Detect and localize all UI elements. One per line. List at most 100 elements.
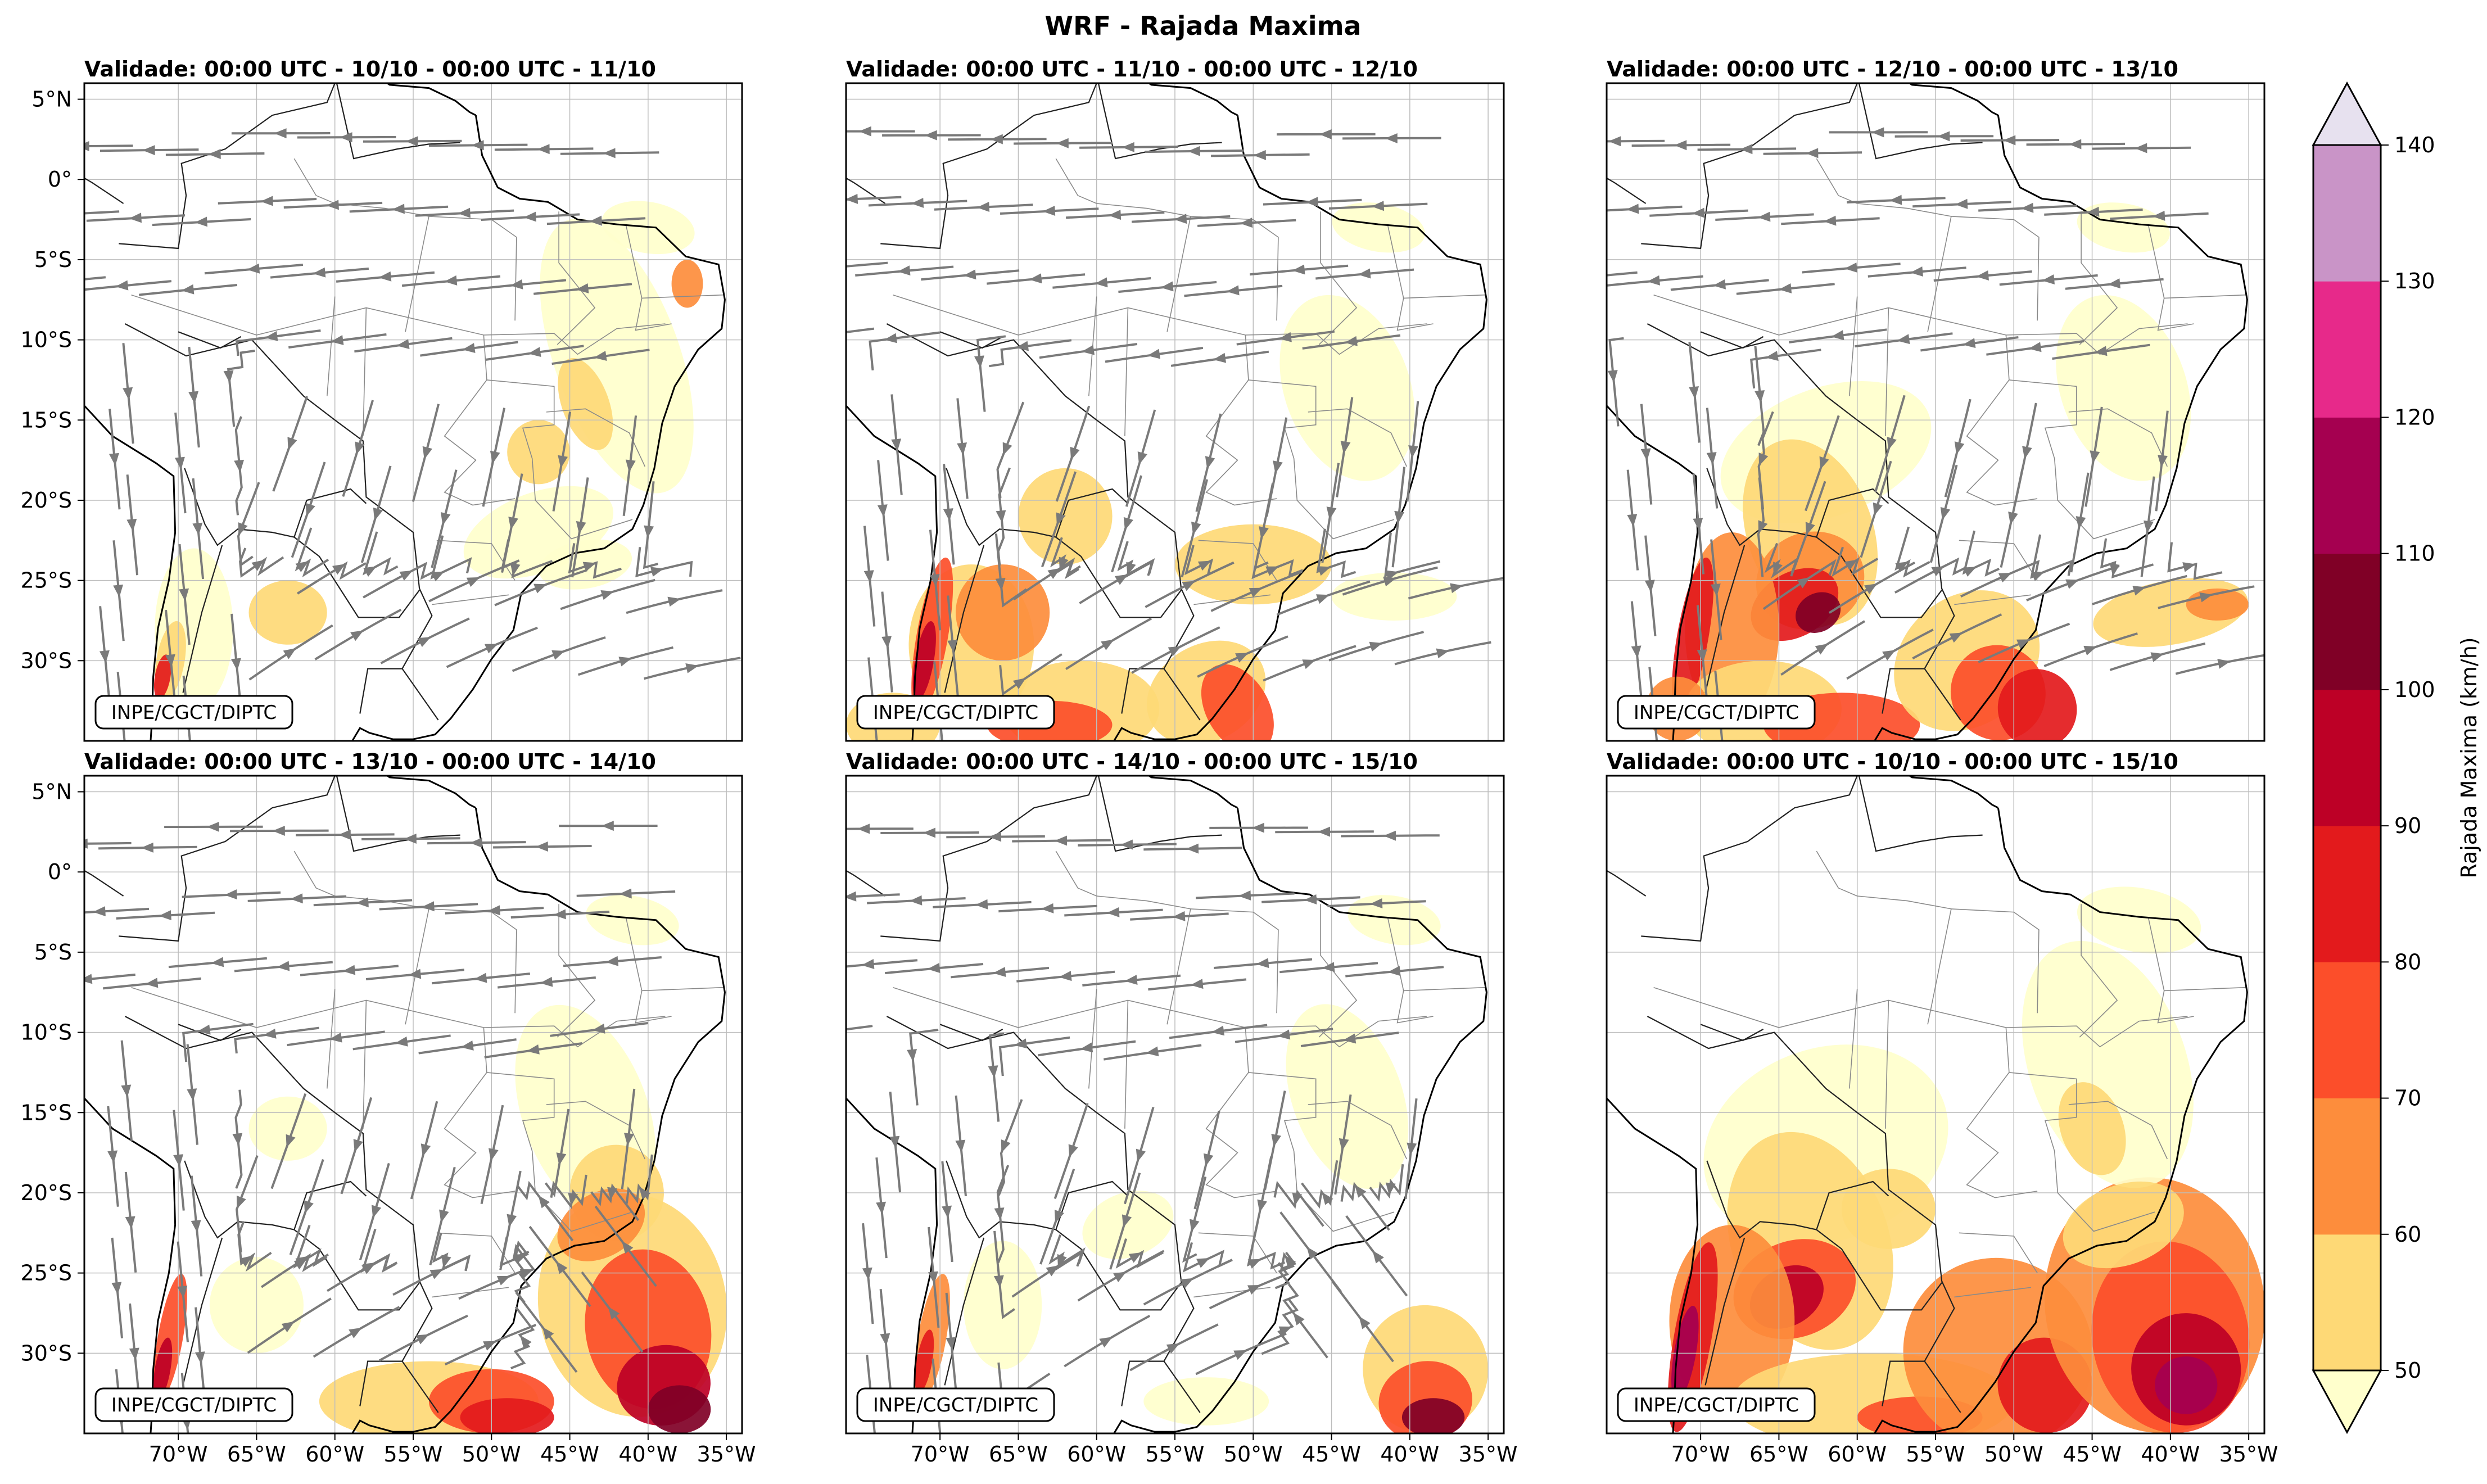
lon-tick-label: 40°W (1380, 1442, 1439, 1467)
streamline (846, 261, 888, 268)
streamline-arrow (1697, 649, 1707, 662)
streamline-arrow (1054, 1210, 1064, 1223)
streamline-arrow (1316, 594, 1330, 604)
streamlines (49, 128, 741, 741)
lat-tick-label: 10°S (21, 328, 72, 352)
streamlines (84, 821, 676, 1433)
lat-tick-label: 5°S (34, 940, 72, 965)
streamline-arrow (863, 570, 874, 583)
streamline-arrow (1168, 646, 1182, 657)
lon-tick-label: 50°W (1224, 1442, 1283, 1467)
streamline-arrow (277, 961, 290, 971)
streamline-arrow (508, 517, 518, 530)
gust-swath (460, 1398, 554, 1433)
streamline-arrow (2109, 563, 2120, 577)
streamline-arrow (1407, 1142, 1417, 1156)
country-borders (1607, 776, 1983, 1413)
streamline-arrow (232, 1133, 243, 1146)
streamline-arrow (1247, 1285, 1261, 1295)
streamline-arrow (1203, 1153, 1214, 1167)
streamline-arrow (994, 1207, 1005, 1220)
streamline-arrow (239, 1255, 253, 1267)
streamline-arrow (1359, 1316, 1371, 1329)
streamline-arrow (293, 1258, 308, 1270)
streamline-arrow (1910, 266, 1923, 277)
streamline-arrow (1278, 332, 1292, 342)
streamline-arrow (1247, 1259, 1261, 1269)
streamline-arrow (927, 963, 940, 973)
streamline-arrow (1339, 1138, 1349, 1151)
streamline-arrow (49, 277, 63, 288)
streamline-arrow (818, 329, 831, 341)
streamline-arrow (1259, 526, 1269, 540)
lon-tick-label: 40°W (2141, 1442, 2200, 1467)
streamline-arrow (1180, 1278, 1194, 1288)
streamline-arrow (125, 1216, 135, 1229)
gust-swath (671, 259, 703, 308)
streamline-arrow (462, 343, 476, 353)
streamline-arrow (876, 1201, 887, 1215)
streamline-arrow (623, 1133, 634, 1146)
streamline-arrow (603, 148, 616, 159)
state-borders (131, 158, 724, 605)
streamline-arrow (1408, 445, 1418, 458)
streamline-arrow (537, 144, 550, 155)
gust-swath (1279, 295, 1415, 481)
gust-swath (915, 1329, 934, 1393)
streamline-arrow (1871, 127, 1884, 138)
colorbar-segment (2313, 417, 2381, 554)
streamline-arrow (1273, 460, 1283, 474)
coastline (846, 776, 1487, 1433)
streamline-arrow (378, 271, 392, 282)
streamline-arrow (223, 370, 234, 383)
streamline-arrow (84, 141, 89, 152)
streamline-arrow (1277, 1029, 1291, 1040)
svg-text:INPE/CGCT/DIPTC: INPE/CGCT/DIPTC (1634, 702, 1799, 724)
streamline-arrow (929, 574, 940, 587)
streamline-arrow (846, 193, 858, 204)
lon-tick-label: 55°W (1906, 1442, 1965, 1467)
streamline-arrow (1197, 560, 1211, 571)
streamline-arrow (474, 972, 487, 983)
streamline-arrow (1693, 518, 1703, 531)
streamline-arrow (909, 895, 923, 906)
streamline-arrow (1012, 678, 1027, 689)
streamline-arrow (1293, 1312, 1305, 1325)
streamline-arrow (2158, 455, 2168, 468)
streamline-arrow (107, 1150, 118, 1164)
streamline-arrow (420, 1143, 431, 1157)
lat-tick-label: 25°S (21, 568, 72, 593)
streamline-arrow (431, 571, 445, 582)
streamline-arrow (1385, 133, 1398, 143)
streamline-arrow (1626, 203, 1639, 214)
credit-label: INPE/CGCT/DIPTC (1617, 695, 1816, 730)
lon-tick-label: 50°W (1984, 1442, 2043, 1467)
streamline-arrow (1059, 556, 1069, 571)
streamline-arrow (1949, 632, 1963, 643)
streamline-arrow (260, 196, 273, 206)
streamline-arrow (1196, 1257, 1210, 1268)
colorbar-segment (2313, 962, 2381, 1098)
streamline-arrow (173, 1154, 184, 1168)
streamline-arrow (1278, 1326, 1292, 1336)
streamline-arrow (1101, 639, 1114, 650)
streamline-arrow (126, 518, 137, 532)
streamline-arrow (342, 965, 356, 975)
streamline-arrow (1644, 580, 1655, 593)
colorbar-extend-min (2312, 1369, 2382, 1435)
lat-tick-label: 0° (48, 167, 72, 192)
streamline-arrow (1160, 281, 1174, 292)
streamline-arrow (955, 1139, 966, 1153)
streamline-arrow (363, 566, 377, 577)
streamline-arrow (84, 838, 88, 849)
streamline-arrow (295, 561, 309, 572)
streamline-arrow (924, 130, 937, 141)
streamline-arrow (290, 893, 303, 904)
streamline (1607, 271, 1638, 277)
streamline-arrow (1322, 962, 1335, 972)
lat-tick-label: 20°S (21, 1180, 72, 1205)
country-borders (846, 83, 1222, 721)
streamline-arrow (1253, 150, 1266, 160)
lon-tick-label: 60°W (1067, 1442, 1126, 1467)
